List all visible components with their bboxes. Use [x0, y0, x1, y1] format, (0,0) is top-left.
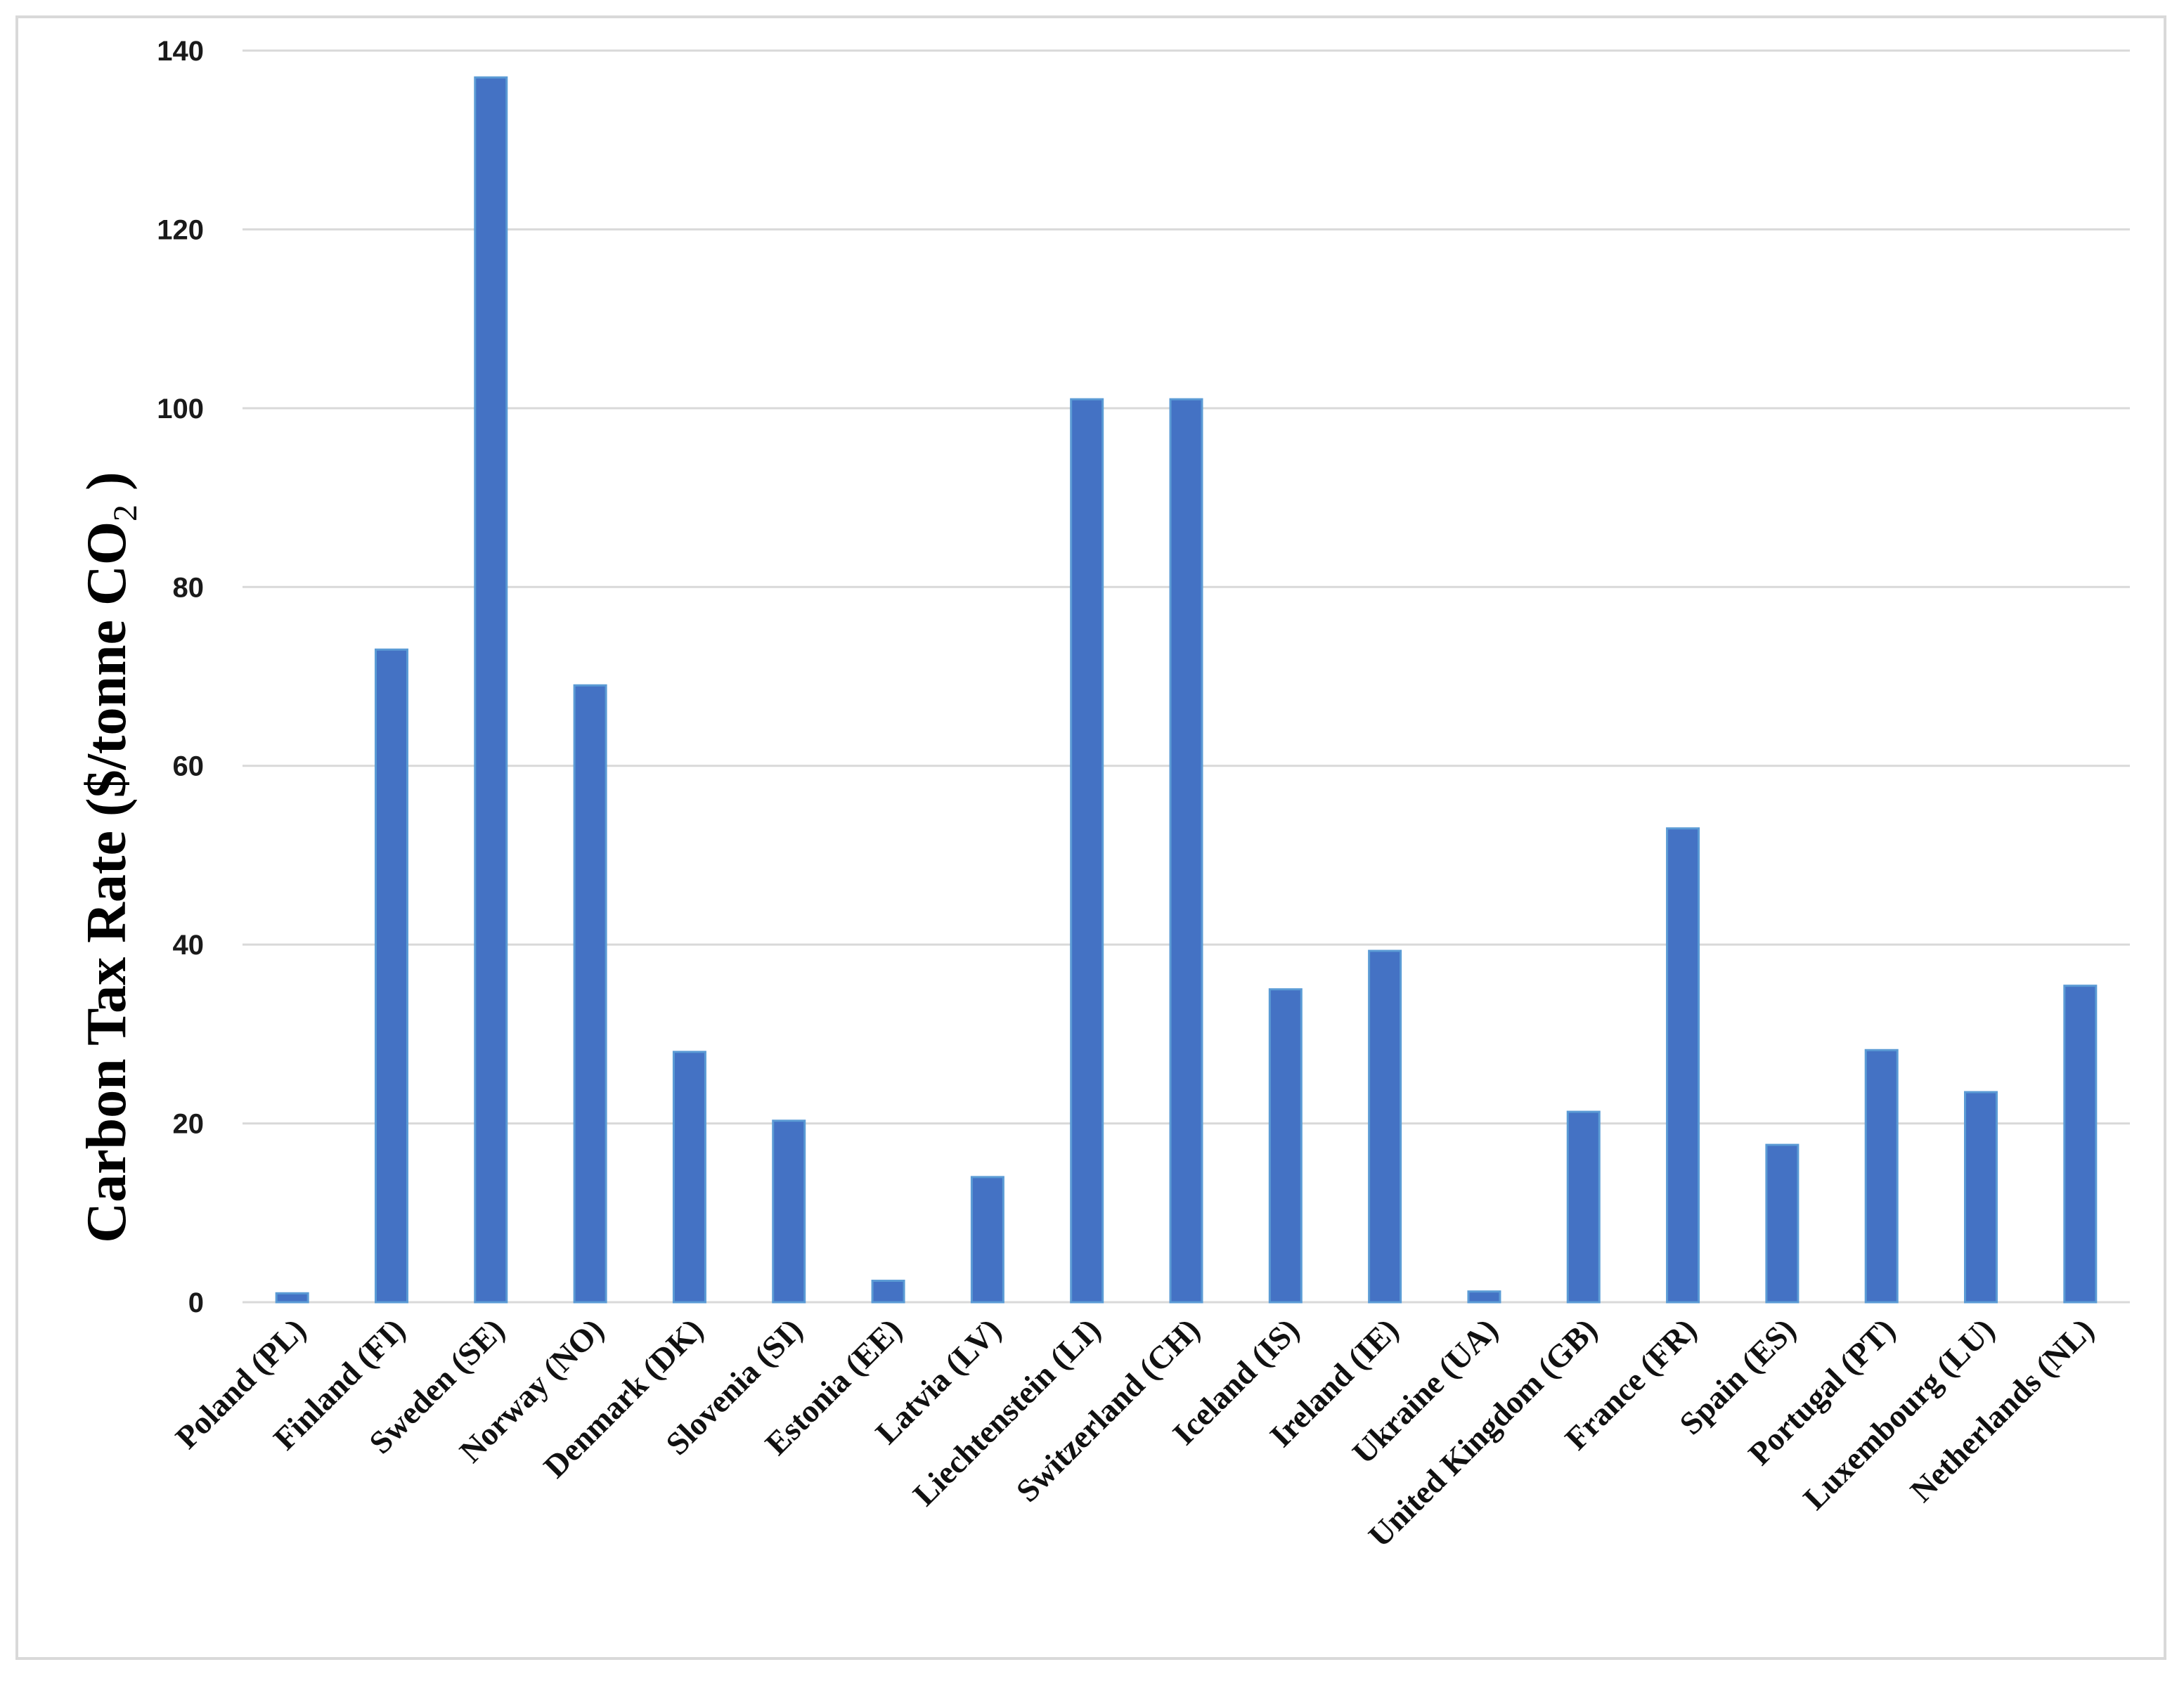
y-tick-label: 100: [157, 394, 204, 424]
y-axis-ticks: 0 20 40 60 80 100 120 140: [157, 36, 204, 1318]
bar-norway-no: [573, 684, 607, 1304]
bar-portugal-pt: [1864, 1049, 1899, 1304]
y-axis-label-subscript: 2: [107, 505, 144, 521]
bar-france-fr: [1666, 827, 1700, 1304]
y-axis-label-main: Carbon Tax Rate ($/tonne CO: [76, 521, 138, 1243]
y-tick-label: 140: [157, 36, 204, 67]
x-category-label: Netherlands (NL): [1904, 1311, 2101, 1509]
x-category-label: Liechtenstein (LI): [906, 1311, 1107, 1512]
x-category-label: Switzerland (CH): [1009, 1311, 1207, 1509]
bar-luxembourg-lu: [1964, 1091, 1998, 1304]
y-tick-label: 0: [188, 1287, 204, 1318]
bar-iceland-is: [1268, 988, 1303, 1304]
bar-switzerland-ch: [1169, 398, 1203, 1304]
bar-netherlands-nl: [2063, 985, 2098, 1304]
bar-spain-es: [1765, 1143, 1799, 1304]
bar-latvia-lv: [970, 1176, 1004, 1304]
bar-denmark-dk: [672, 1051, 706, 1304]
bar-slovenia-si: [772, 1119, 806, 1304]
bar-liechtenstein-li: [1070, 398, 1104, 1304]
bars: [275, 76, 2098, 1304]
y-tick-label: 40: [173, 930, 205, 961]
y-tick-label: 60: [173, 751, 205, 782]
y-tick-label: 20: [173, 1109, 205, 1140]
x-category-label: Luxembourg (LU): [1796, 1311, 2001, 1517]
y-axis-label: Carbon Tax Rate ($/tonne CO2 ): [76, 472, 144, 1242]
bar-finland-fi: [374, 648, 408, 1304]
bar-ukraine-ua: [1467, 1290, 1501, 1304]
bar-poland-pl: [275, 1292, 309, 1304]
y-axis-label-close: ): [76, 472, 138, 505]
bar-sweden-se: [474, 76, 508, 1304]
bar-united-kingdom-gb: [1566, 1110, 1601, 1304]
y-tick-label: 80: [173, 572, 205, 603]
bar-ireland-ie: [1368, 949, 1402, 1304]
bar-estonia-ee: [871, 1279, 905, 1304]
y-tick-label: 120: [157, 214, 204, 245]
x-axis-labels: Poland (PL)Finland (FI)Sweden (SE)Norway…: [169, 1311, 2101, 1554]
